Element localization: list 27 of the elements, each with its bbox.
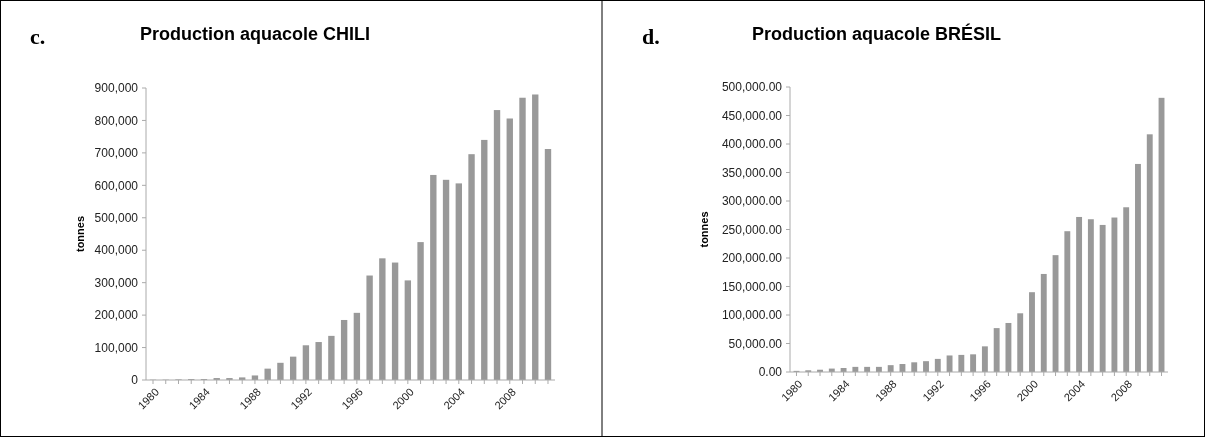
y-tick-label: 100,000 [94, 340, 139, 355]
y-tick-label: 250,000.00 [721, 222, 783, 237]
y-tick-label: 400,000 [94, 243, 139, 258]
y-tick-label: 0.00 [758, 365, 783, 380]
y-tick-label: 350,000.00 [721, 165, 783, 180]
text: d. [642, 24, 660, 49]
y-tick-label: 100,000.00 [721, 308, 783, 323]
y-tick-label: 700,000 [94, 146, 139, 161]
y-tick-label: 50,000.00 [728, 336, 783, 351]
y-tick-label: 150,000.00 [721, 279, 783, 294]
y-tick-label: 800,000 [94, 113, 139, 128]
chart-title: Production aquacole BRÉSIL [752, 23, 1002, 44]
y-axis-title: tonnes [74, 215, 86, 253]
y-tick-label: 200,000.00 [721, 251, 783, 266]
y-tick-label: 900,000 [94, 81, 139, 96]
y-tick-label: 500,000.00 [721, 80, 783, 95]
chart-title: Production aquacole CHILI [140, 24, 371, 44]
y-tick-label: 300,000.00 [721, 194, 783, 209]
y-tick-label: 500,000 [94, 210, 139, 225]
y-tick-label: 600,000 [94, 178, 139, 193]
text: c. [30, 24, 46, 49]
y-tick-label: 400,000.00 [721, 137, 783, 152]
y-tick-label: 0 [131, 373, 139, 388]
y-tick-label: 200,000 [94, 308, 139, 323]
y-axis-title: tonnes [698, 211, 710, 248]
y-tick-label: 300,000 [94, 275, 139, 290]
y-tick-label: 450,000.00 [721, 108, 783, 123]
